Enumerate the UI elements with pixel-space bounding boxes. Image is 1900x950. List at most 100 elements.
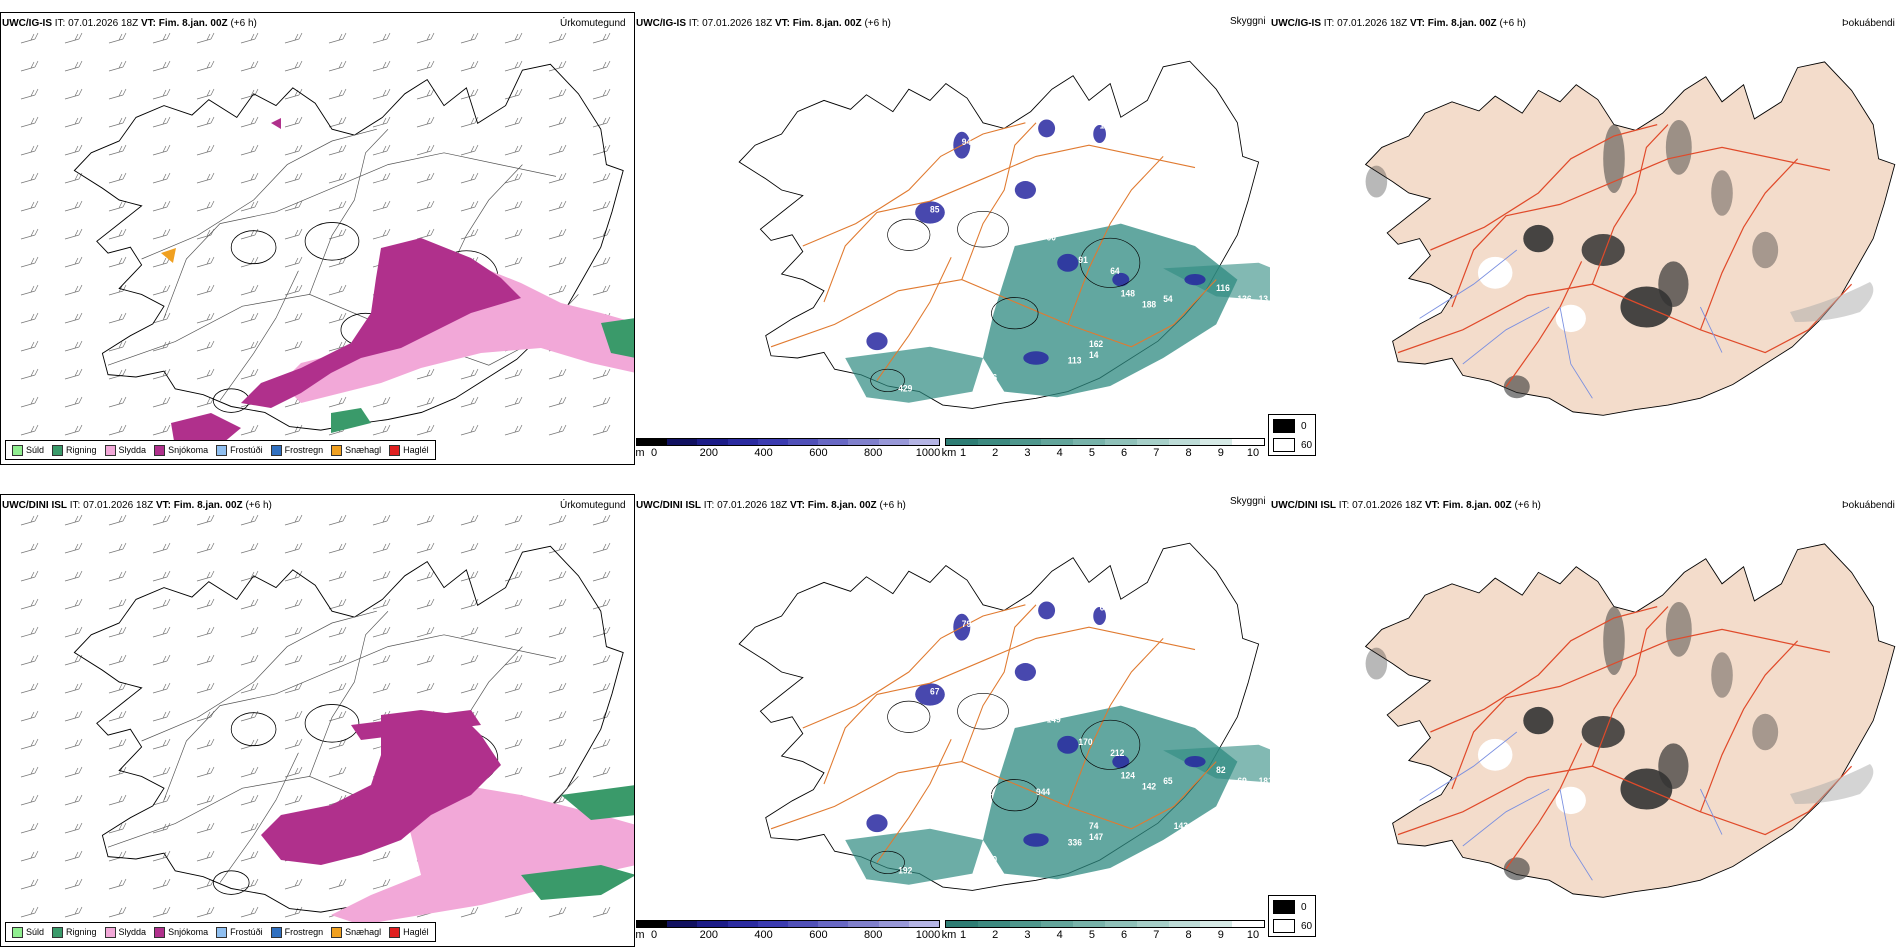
panel-header: UWC/DINI ISL IT: 07.01.2026 18Z VT: Fim.… <box>636 500 906 511</box>
visibility-value-label: 804 <box>983 395 997 405</box>
road-line <box>1397 765 1853 836</box>
colorbar-tick-label: 3 <box>1024 929 1031 941</box>
wind-barb <box>504 710 523 722</box>
visibility-value-label: 67 <box>930 686 940 696</box>
wind-barb <box>240 424 259 436</box>
wind-barb <box>152 88 171 100</box>
wind-barb <box>152 312 171 324</box>
visibility-value-label: 116 <box>1100 120 1114 130</box>
colorbar-tick-label: 5 <box>1088 929 1095 941</box>
wind-barb <box>416 116 435 128</box>
wind-barb <box>196 172 215 184</box>
wind-barb <box>108 878 127 890</box>
wind-barb <box>240 654 259 666</box>
wind-barb <box>284 626 303 638</box>
very-low-visibility-area <box>1184 274 1206 286</box>
fog-area <box>1711 170 1733 216</box>
wind-barb <box>372 116 391 128</box>
legend-swatch <box>52 926 64 938</box>
low-visibility-area <box>1163 262 1270 301</box>
wind-barb <box>460 542 479 554</box>
wind-barb <box>240 32 259 44</box>
visibility-value-label: 14 <box>1089 350 1099 360</box>
wind-barb <box>240 542 259 554</box>
legend-label: Rigning <box>66 927 97 937</box>
wind-barb <box>284 598 303 610</box>
wind-barb <box>328 60 347 72</box>
wind-barb <box>152 116 171 128</box>
map-overlay-group: 67 158 149 170 212 124 142 65 82 69 181 74 336 147 762… <box>770 601 1270 887</box>
visibility-value-label: 212 <box>1110 748 1124 758</box>
wind-barb <box>328 710 347 722</box>
colorbar-tick-label: 200 <box>699 929 718 941</box>
wind-barb <box>284 878 303 890</box>
wind-barb <box>240 172 259 184</box>
colorbar-segment <box>1168 439 1201 445</box>
wind-barb <box>460 514 479 526</box>
wind-barb <box>64 88 83 100</box>
wind-barb <box>416 32 435 44</box>
visibility-value-label: 13 <box>1259 294 1269 304</box>
wind-barb <box>592 60 611 72</box>
wind-barb <box>108 256 127 268</box>
wind-barb <box>152 514 171 526</box>
fog-area <box>1658 261 1689 307</box>
wind-barb <box>284 424 303 436</box>
wind-barb <box>460 172 479 184</box>
wind-barb <box>108 542 127 554</box>
wind-barb <box>460 88 479 100</box>
road-line <box>823 144 1196 303</box>
glacier-outline <box>957 210 1009 248</box>
visibility-km-colorbar: km 1 2 3 4 5 6 7 8 9 10 <box>942 920 1265 942</box>
colorbar-segment <box>946 439 978 445</box>
wind-barb <box>548 256 567 268</box>
wind-barb <box>152 710 171 722</box>
wind-barb <box>152 794 171 806</box>
wind-barb <box>328 878 347 890</box>
wind-barb <box>152 598 171 610</box>
wind-barb <box>20 32 39 44</box>
wind-barb <box>592 654 611 666</box>
wind-barb <box>196 794 215 806</box>
very-low-visibility-area <box>1023 351 1049 365</box>
colorbar-tick-label: 1000 <box>915 929 941 941</box>
panel-header: UWC/DINI ISL IT: 07.01.2026 18Z VT: Fim.… <box>1271 500 1541 511</box>
wind-barb <box>240 116 259 128</box>
road-line <box>1430 605 1658 733</box>
visibility-value-label: 124 <box>1121 770 1135 780</box>
wind-barb <box>152 570 171 582</box>
wind-barb <box>64 710 83 722</box>
wind-barb <box>592 906 611 918</box>
legend-swatch <box>331 444 343 456</box>
low-visibility-area <box>983 223 1238 398</box>
wind-barb <box>108 682 127 694</box>
wind-barb <box>196 598 215 610</box>
colorbar-segment <box>977 921 1010 927</box>
colorbar-segment <box>908 439 940 445</box>
wind-barb <box>504 228 523 240</box>
wind-barb <box>108 794 127 806</box>
colorbar-unit: m <box>635 929 645 941</box>
road-line <box>1451 628 1831 790</box>
wind-barb <box>20 340 39 352</box>
colorbar-segment <box>667 921 698 927</box>
wind-barb <box>284 794 303 806</box>
wind-barb <box>328 116 347 128</box>
road-line <box>876 256 952 381</box>
road-line <box>1430 123 1658 251</box>
wind-barb <box>592 766 611 778</box>
wind-barb <box>152 396 171 408</box>
wind-barb <box>284 60 303 72</box>
visibility-value-label: 65 <box>1163 776 1173 786</box>
colorbar-tick-label: 10 <box>1246 447 1260 459</box>
low-visibility-area <box>845 346 983 403</box>
wind-barb <box>328 766 347 778</box>
wind-barb <box>64 60 83 72</box>
wind-barb <box>592 738 611 750</box>
colorbar-tick-label: 2 <box>992 929 999 941</box>
wind-barb <box>240 570 259 582</box>
wind-barb <box>240 878 259 890</box>
wind-barb <box>152 654 171 666</box>
map-overlay-group: 85 146 90 91 64 148 188 54 116 136 13 162 113 14 802 93… <box>770 119 1270 405</box>
wind-barb <box>548 396 567 408</box>
